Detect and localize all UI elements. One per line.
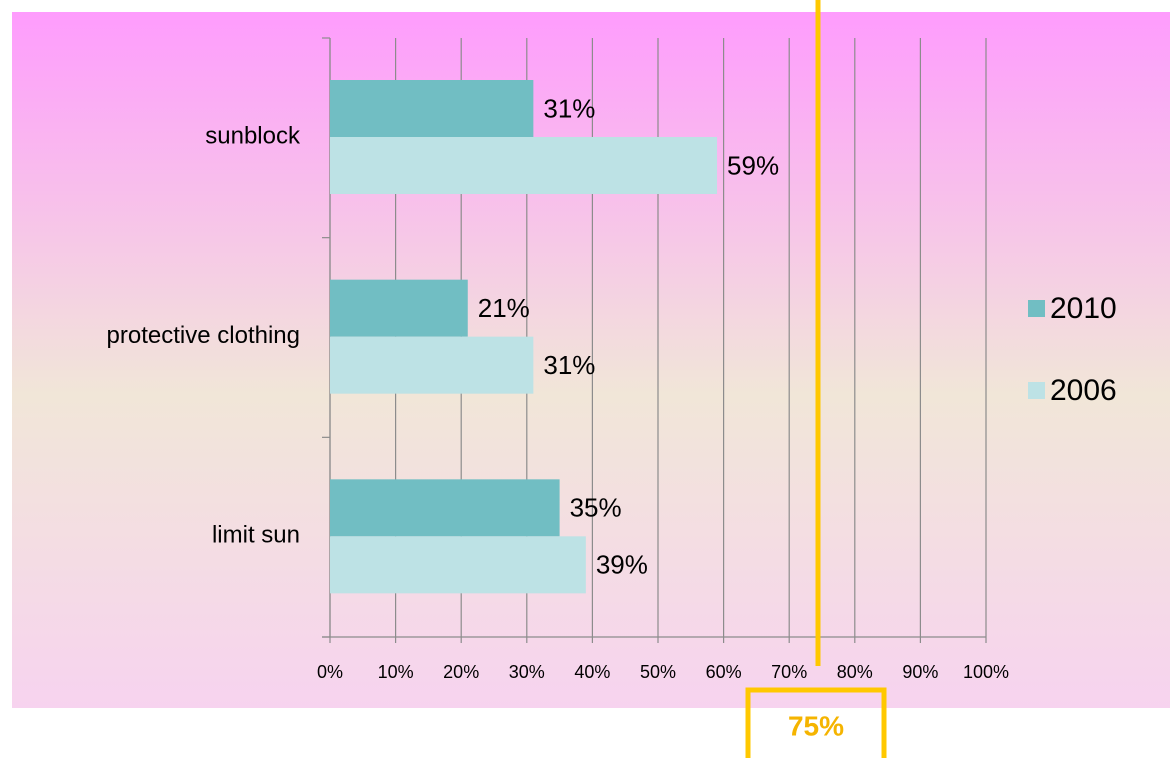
- bar: [330, 479, 560, 537]
- x-tick-label: 40%: [574, 662, 610, 682]
- value-label: 31%: [543, 350, 595, 380]
- bar: [330, 279, 468, 337]
- x-tick-label: 20%: [443, 662, 479, 682]
- value-label: 21%: [478, 293, 530, 323]
- legend-label: 2006: [1050, 374, 1117, 407]
- bar: [330, 80, 534, 137]
- bar: [330, 536, 586, 594]
- legend-swatch: [1028, 300, 1045, 317]
- x-tick-label: 60%: [706, 662, 742, 682]
- bar: [330, 336, 534, 394]
- x-tick-label: 30%: [509, 662, 545, 682]
- x-tick-label: 50%: [640, 662, 676, 682]
- chart-background: [12, 12, 1170, 708]
- value-label: 59%: [727, 150, 779, 180]
- reference-label: 75%: [788, 710, 844, 741]
- x-tick-label: 0%: [317, 662, 343, 682]
- x-tick-label: 80%: [837, 662, 873, 682]
- value-label: 35%: [570, 493, 622, 523]
- reference-box: [745, 687, 887, 758]
- legend-swatch: [1028, 382, 1045, 399]
- x-tick-label: 90%: [902, 662, 938, 682]
- category-label: sunblock: [205, 122, 301, 149]
- category-label: limit sun: [212, 522, 300, 549]
- value-label: 31%: [543, 93, 595, 123]
- value-label: 39%: [596, 550, 648, 580]
- bar: [330, 137, 718, 194]
- category-label: protective clothing: [107, 322, 300, 349]
- x-tick-label: 100%: [963, 662, 1009, 682]
- x-tick-label: 10%: [378, 662, 414, 682]
- x-tick-label: 70%: [771, 662, 807, 682]
- legend-label: 2010: [1050, 292, 1117, 325]
